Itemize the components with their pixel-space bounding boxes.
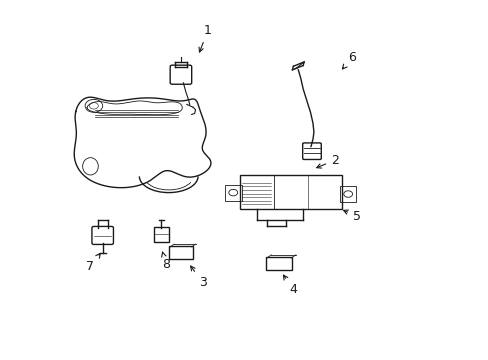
Text: 3: 3 <box>190 266 206 289</box>
Text: 2: 2 <box>316 154 338 168</box>
Text: 4: 4 <box>283 275 297 296</box>
Text: 7: 7 <box>86 253 100 273</box>
Text: 6: 6 <box>342 51 355 69</box>
Text: 1: 1 <box>199 24 211 52</box>
Text: 5: 5 <box>343 210 360 222</box>
Text: 8: 8 <box>162 252 170 271</box>
